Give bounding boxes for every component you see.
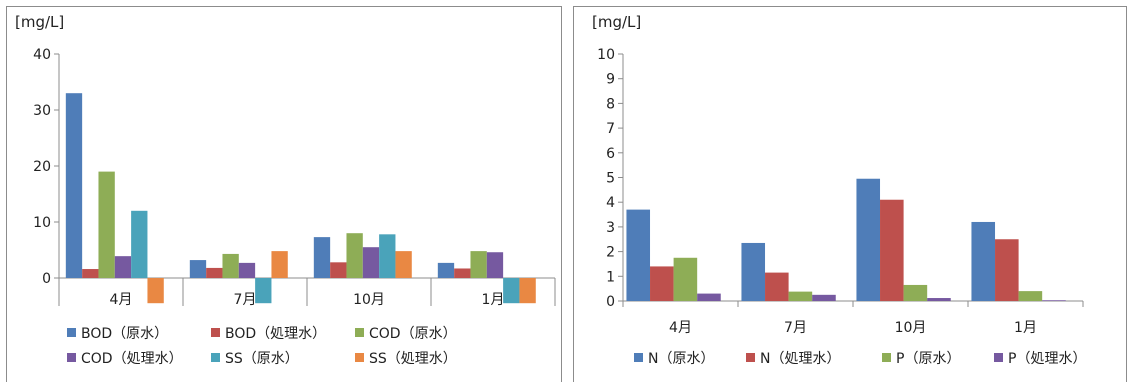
bar-5-1 xyxy=(131,210,148,278)
chart-left-svg: [mg/L] 0 10 20 30 40 4月 7月 10月 1月 BOD（原水） BOD（処理水） C… xyxy=(15,13,556,367)
bar-3-3 xyxy=(903,284,928,301)
bar-1-2 xyxy=(741,242,766,301)
x-category-label: 7月 xyxy=(234,292,257,308)
y-tick-label: 1 xyxy=(606,269,615,285)
y-tick-label: 7 xyxy=(606,121,615,137)
y-tick-label: 10 xyxy=(33,215,51,231)
legend-swatch xyxy=(355,328,364,337)
bar-6-2 xyxy=(271,251,288,278)
y-tick-label: 0 xyxy=(42,271,51,287)
bar-3-3 xyxy=(346,233,363,278)
x-category-label: 10月 xyxy=(895,320,927,336)
chart-panel-right: [mg/L] 0 1 2 3 4 5 6 7 8 9 10 4月 7月 10月 1月 N（原水） N（処理水） P（… xyxy=(573,6,1127,382)
legend-label: COD（原水） xyxy=(369,326,457,342)
bar-2-4 xyxy=(454,268,471,278)
bar-5-3 xyxy=(379,234,396,278)
bar-1-2 xyxy=(189,260,207,278)
bar-2-1 xyxy=(650,266,674,301)
bar-4-1 xyxy=(114,256,132,278)
bar-4-3 xyxy=(362,247,380,278)
bar-1-3 xyxy=(856,178,881,301)
legend-swatch xyxy=(355,353,364,362)
x-category-label: 1月 xyxy=(482,292,505,308)
bar-4-1 xyxy=(697,293,721,301)
y-tick-label: 8 xyxy=(606,96,615,112)
y-tick-label: 9 xyxy=(606,72,615,88)
legend-swatch xyxy=(746,353,755,362)
bar-5-2 xyxy=(255,278,272,304)
y-tick-label: 20 xyxy=(33,159,51,175)
y-axis-unit-label: [mg/L] xyxy=(592,13,641,31)
legend-swatch xyxy=(994,353,1003,362)
legend-swatch xyxy=(211,328,220,337)
legend-label: N（原水） xyxy=(648,351,714,367)
y-tick-label: 10 xyxy=(597,47,615,63)
bar-3-2 xyxy=(222,253,239,278)
bar-2-4 xyxy=(995,239,1019,301)
y-tick-label: 0 xyxy=(606,294,615,310)
y-tick-label: 2 xyxy=(606,245,615,261)
bar-5-4 xyxy=(503,278,520,304)
bar-6-4 xyxy=(519,278,536,304)
bar-1-1 xyxy=(626,209,651,301)
y-tick-label: 6 xyxy=(606,146,615,162)
legend-swatch xyxy=(634,353,643,362)
bar-4-4 xyxy=(1042,300,1066,301)
bar-3-4 xyxy=(1018,291,1043,301)
legend-label: N（処理水） xyxy=(760,351,840,367)
y-tick-label: 5 xyxy=(606,171,615,187)
bar-6-1 xyxy=(147,278,164,304)
x-category-label: 1月 xyxy=(1014,320,1037,336)
legend-label: BOD（原水） xyxy=(81,326,168,342)
x-category-label: 7月 xyxy=(784,320,807,336)
bar-2-3 xyxy=(330,262,347,278)
x-category-label: 4月 xyxy=(110,292,133,308)
bar-4-2 xyxy=(812,294,836,301)
bar-2-2 xyxy=(765,272,789,301)
bar-1-4 xyxy=(971,221,996,301)
bar-2-3 xyxy=(880,199,904,301)
y-tick-label: 40 xyxy=(33,47,51,63)
y-tick-label: 30 xyxy=(33,103,51,119)
bar-1-4 xyxy=(437,262,455,278)
bar-4-3 xyxy=(927,298,951,301)
y-tick-label: 3 xyxy=(606,220,615,236)
legend-label: P（処理水） xyxy=(1008,351,1086,367)
bar-3-1 xyxy=(673,257,698,301)
bar-4-2 xyxy=(238,262,256,278)
bar-1-3 xyxy=(313,237,331,278)
bar-1-1 xyxy=(65,93,83,278)
bar-3-1 xyxy=(98,171,115,278)
legend-swatch xyxy=(211,353,220,362)
legend-swatch xyxy=(882,353,891,362)
bar-2-1 xyxy=(82,269,99,278)
legend-label: P（原水） xyxy=(896,351,960,367)
x-category-label: 4月 xyxy=(669,320,692,336)
bar-6-3 xyxy=(395,251,412,278)
x-category-label: 10月 xyxy=(353,292,385,308)
bar-2-2 xyxy=(206,267,223,278)
legend-label: SS（処理水） xyxy=(369,351,457,367)
chart-panel-left: [mg/L] 0 10 20 30 40 4月 7月 10月 1月 BOD（原水） BOD（処理水） C… xyxy=(6,6,562,382)
bar-3-4 xyxy=(470,251,487,278)
bar-3-2 xyxy=(788,291,813,301)
chart-right-svg: [mg/L] 0 1 2 3 4 5 6 7 8 9 10 4月 7月 10月 1月 N（原水） N（処理水） P（… xyxy=(592,13,1086,367)
y-axis-unit-label: [mg/L] xyxy=(15,13,64,31)
legend-swatch xyxy=(67,328,76,337)
legend-swatch xyxy=(67,353,76,362)
legend-label: BOD（処理水） xyxy=(225,326,326,342)
legend-label: COD（処理水） xyxy=(81,351,183,367)
y-tick-label: 4 xyxy=(606,195,615,211)
legend-label: SS（原水） xyxy=(225,351,299,367)
bar-4-4 xyxy=(486,252,504,278)
